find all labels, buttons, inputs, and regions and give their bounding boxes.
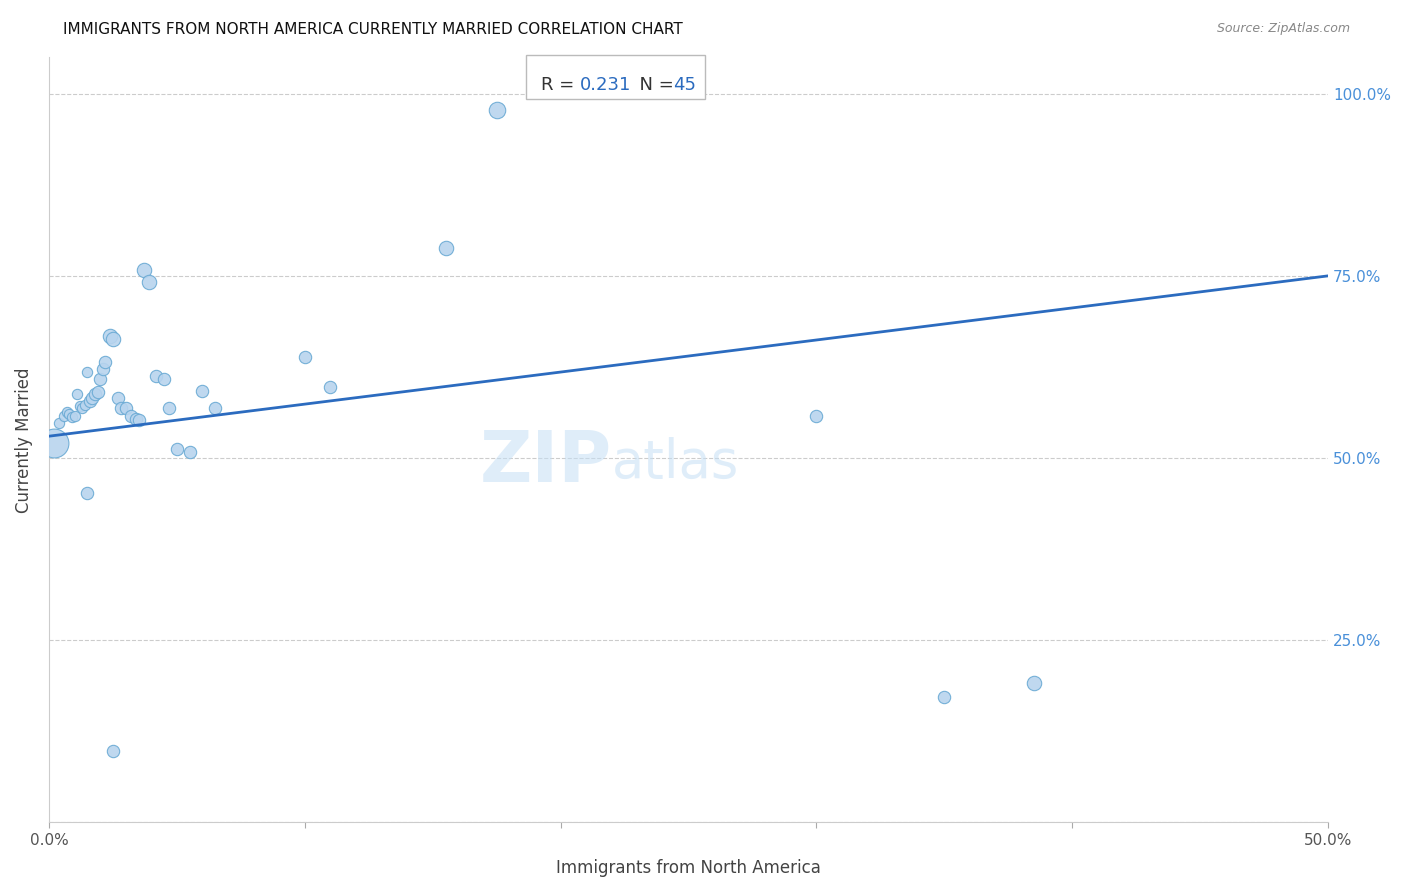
Point (91, 362, 114, 376)
Point (204, 401, 226, 416)
Point (153, 372, 176, 386)
Point (434, 241, 457, 255)
Text: Source: ZipAtlas.com: Source: ZipAtlas.com (1216, 22, 1350, 36)
Point (101, 744, 124, 758)
Point (79, 394, 101, 409)
Point (125, 412, 148, 426)
Text: atlas: atlas (612, 437, 740, 489)
Point (145, 369, 167, 384)
X-axis label: Immigrants from North America: Immigrants from North America (557, 859, 821, 877)
Point (166, 442, 188, 456)
Point (76, 365, 98, 379)
Point (94, 355, 117, 369)
Point (42, 436, 65, 450)
Point (138, 275, 160, 289)
Point (100, 328, 122, 343)
Point (191, 384, 214, 398)
Point (110, 401, 132, 416)
Point (132, 263, 155, 277)
Point (1022, 675, 1045, 690)
Point (60, 410, 83, 425)
Point (319, 379, 342, 393)
Point (89, 372, 111, 386)
Text: R =: R = (541, 77, 581, 95)
Point (58, 407, 80, 421)
Point (101, 332, 124, 346)
Point (69, 399, 91, 413)
Text: 0.231: 0.231 (579, 77, 631, 95)
Point (485, 103, 508, 117)
Point (70, 401, 93, 416)
Point (934, 690, 956, 705)
Point (66, 387, 89, 401)
Point (53, 409, 76, 423)
Text: IMMIGRANTS FROM NORTH AMERICA CURRENTLY MARRIED CORRELATION CHART: IMMIGRANTS FROM NORTH AMERICA CURRENTLY … (63, 22, 683, 37)
Point (806, 409, 828, 423)
Point (73, 398, 96, 412)
Point (86, 385, 108, 400)
Point (82, 392, 104, 406)
Point (84, 387, 107, 401)
Point (114, 401, 136, 416)
Text: N =: N = (628, 77, 681, 95)
Point (48, 416, 70, 430)
Point (63, 409, 86, 423)
Point (76, 486, 98, 500)
Point (128, 413, 150, 427)
Point (107, 391, 129, 405)
FancyBboxPatch shape (526, 55, 706, 99)
Text: ZIP: ZIP (479, 428, 612, 498)
Point (120, 409, 142, 423)
Point (157, 401, 180, 416)
Text: 45: 45 (673, 77, 696, 95)
Point (294, 351, 316, 365)
Y-axis label: Currently Married: Currently Married (15, 368, 32, 513)
Point (56, 405, 79, 419)
Point (179, 445, 201, 459)
